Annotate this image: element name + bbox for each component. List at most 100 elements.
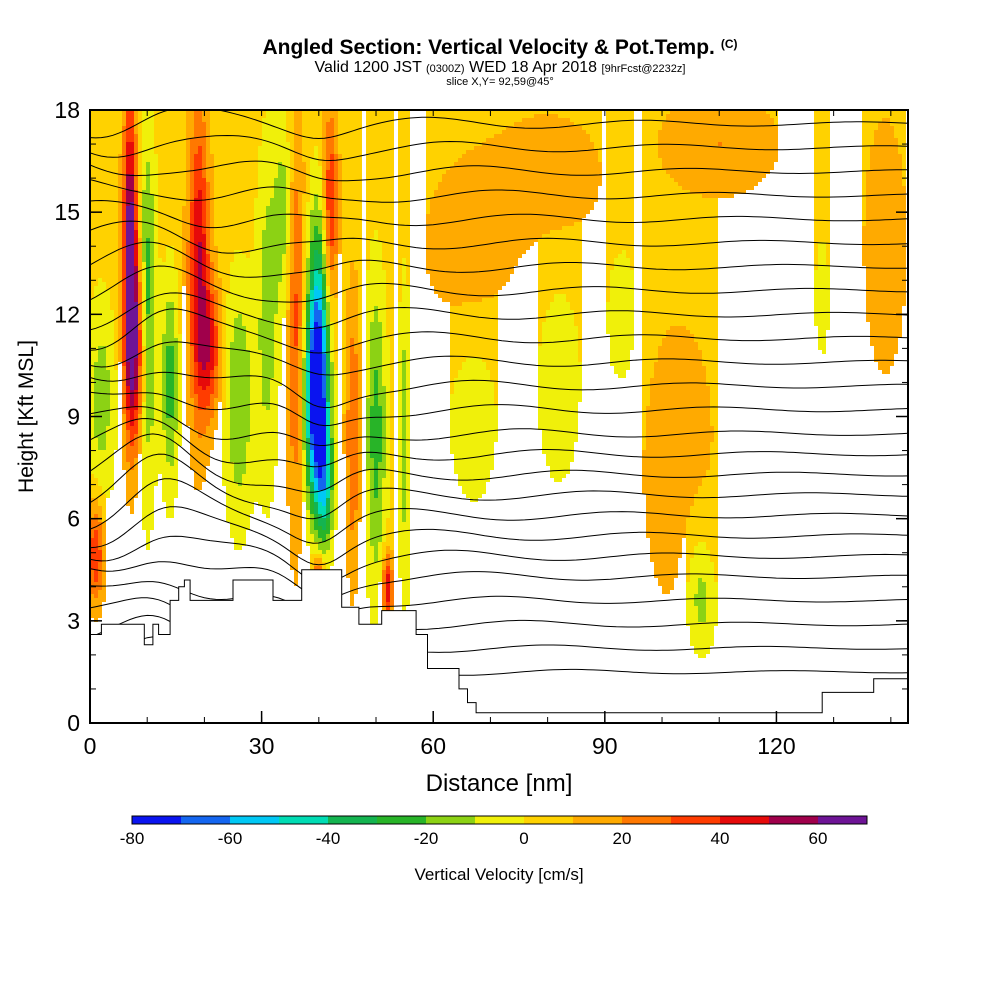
velocity-cell <box>290 182 294 274</box>
velocity-cell <box>618 254 622 378</box>
velocity-cell <box>378 542 382 582</box>
theta-contour-line <box>90 406 908 447</box>
velocity-cell <box>282 110 286 166</box>
velocity-cell <box>330 110 334 118</box>
y-tick-label: 0 <box>67 710 80 736</box>
velocity-cell <box>766 110 770 114</box>
velocity-cell <box>306 438 310 462</box>
velocity-cell <box>126 410 130 430</box>
theta-contour-line <box>90 179 908 203</box>
velocity-cell <box>214 366 218 398</box>
velocity-cell <box>122 190 126 366</box>
velocity-cell <box>878 110 882 122</box>
velocity-cell <box>286 246 290 310</box>
velocity-cell <box>134 434 138 458</box>
velocity-cell <box>322 254 326 274</box>
velocity-cell <box>310 110 314 158</box>
velocity-cell <box>474 146 478 302</box>
velocity-cell <box>326 122 330 170</box>
velocity-cell <box>574 126 578 222</box>
velocity-cell <box>206 406 210 426</box>
velocity-cell <box>322 354 326 398</box>
velocity-cell <box>186 294 190 426</box>
velocity-cell <box>238 250 242 314</box>
velocity-cell <box>886 118 890 374</box>
velocity-cell <box>170 418 174 466</box>
velocity-cell <box>318 234 322 254</box>
velocity-cell <box>706 386 710 470</box>
velocity-cell <box>550 114 554 230</box>
theta-contour-line <box>90 160 908 182</box>
velocity-cell <box>162 262 166 334</box>
y-tick-label: 3 <box>67 608 80 634</box>
velocity-cell <box>330 530 334 566</box>
velocity-cell <box>270 378 274 502</box>
velocity-cell <box>694 606 698 654</box>
colorbar-tick-label: 40 <box>711 829 730 848</box>
velocity-cell <box>314 558 318 566</box>
velocity-cell <box>334 154 338 254</box>
velocity-cell <box>514 110 518 122</box>
velocity-cell <box>642 450 646 494</box>
velocity-cell <box>330 294 334 322</box>
velocity-cell <box>130 446 134 470</box>
velocity-cell <box>330 118 334 154</box>
velocity-cell <box>146 442 150 550</box>
velocity-cell <box>374 562 378 638</box>
velocity-cell <box>390 110 394 550</box>
velocity-cell <box>626 258 630 370</box>
velocity-cell <box>126 110 130 142</box>
valid-date: WED 18 Apr 2018 <box>469 59 598 76</box>
velocity-cell <box>98 506 102 522</box>
velocity-cell <box>122 126 126 190</box>
velocity-cell <box>326 326 330 354</box>
velocity-cell <box>302 194 306 310</box>
velocity-cell <box>614 110 618 258</box>
velocity-cell <box>330 270 334 294</box>
velocity-cell <box>406 286 410 606</box>
velocity-cell <box>826 110 830 266</box>
velocity-cell <box>610 270 614 366</box>
theta-contour-line <box>90 506 908 566</box>
velocity-cell <box>686 582 690 626</box>
velocity-cell <box>322 198 326 230</box>
velocity-cell <box>102 522 106 602</box>
velocity-cell <box>306 510 310 546</box>
velocity-cell <box>390 570 394 606</box>
velocity-cell <box>398 302 402 578</box>
velocity-cell <box>174 110 178 270</box>
velocity-cell <box>466 358 470 498</box>
velocity-cell <box>150 426 154 530</box>
velocity-cell <box>694 110 698 194</box>
velocity-cell <box>514 122 518 266</box>
velocity-cell <box>166 418 170 462</box>
velocity-cell <box>730 110 734 198</box>
velocity-cell <box>142 110 146 190</box>
velocity-cell <box>218 110 222 278</box>
velocity-cell <box>138 330 142 366</box>
velocity-cell <box>570 122 574 226</box>
velocity-cell <box>178 334 182 446</box>
y-tick-label: 9 <box>67 404 80 430</box>
velocity-cell <box>194 198 198 362</box>
velocity-cell <box>270 198 274 378</box>
velocity-cell <box>310 494 314 514</box>
velocity-cell <box>94 478 98 498</box>
velocity-cell <box>130 110 134 142</box>
velocity-cell <box>90 570 94 594</box>
velocity-cell <box>314 490 318 502</box>
theta-contour-line <box>90 265 908 303</box>
velocity-cell <box>462 302 466 362</box>
velocity-cell <box>290 274 294 446</box>
velocity-cell <box>642 110 646 450</box>
velocity-cell <box>498 134 502 290</box>
velocity-cell <box>258 110 262 146</box>
velocity-cell <box>486 298 490 370</box>
velocity-cell <box>770 110 774 118</box>
velocity-cell <box>302 358 306 450</box>
velocity-cell <box>590 110 594 142</box>
velocity-cell <box>586 110 590 134</box>
velocity-cell <box>126 462 130 506</box>
velocity-cell <box>142 262 146 346</box>
velocity-cell <box>482 142 486 298</box>
